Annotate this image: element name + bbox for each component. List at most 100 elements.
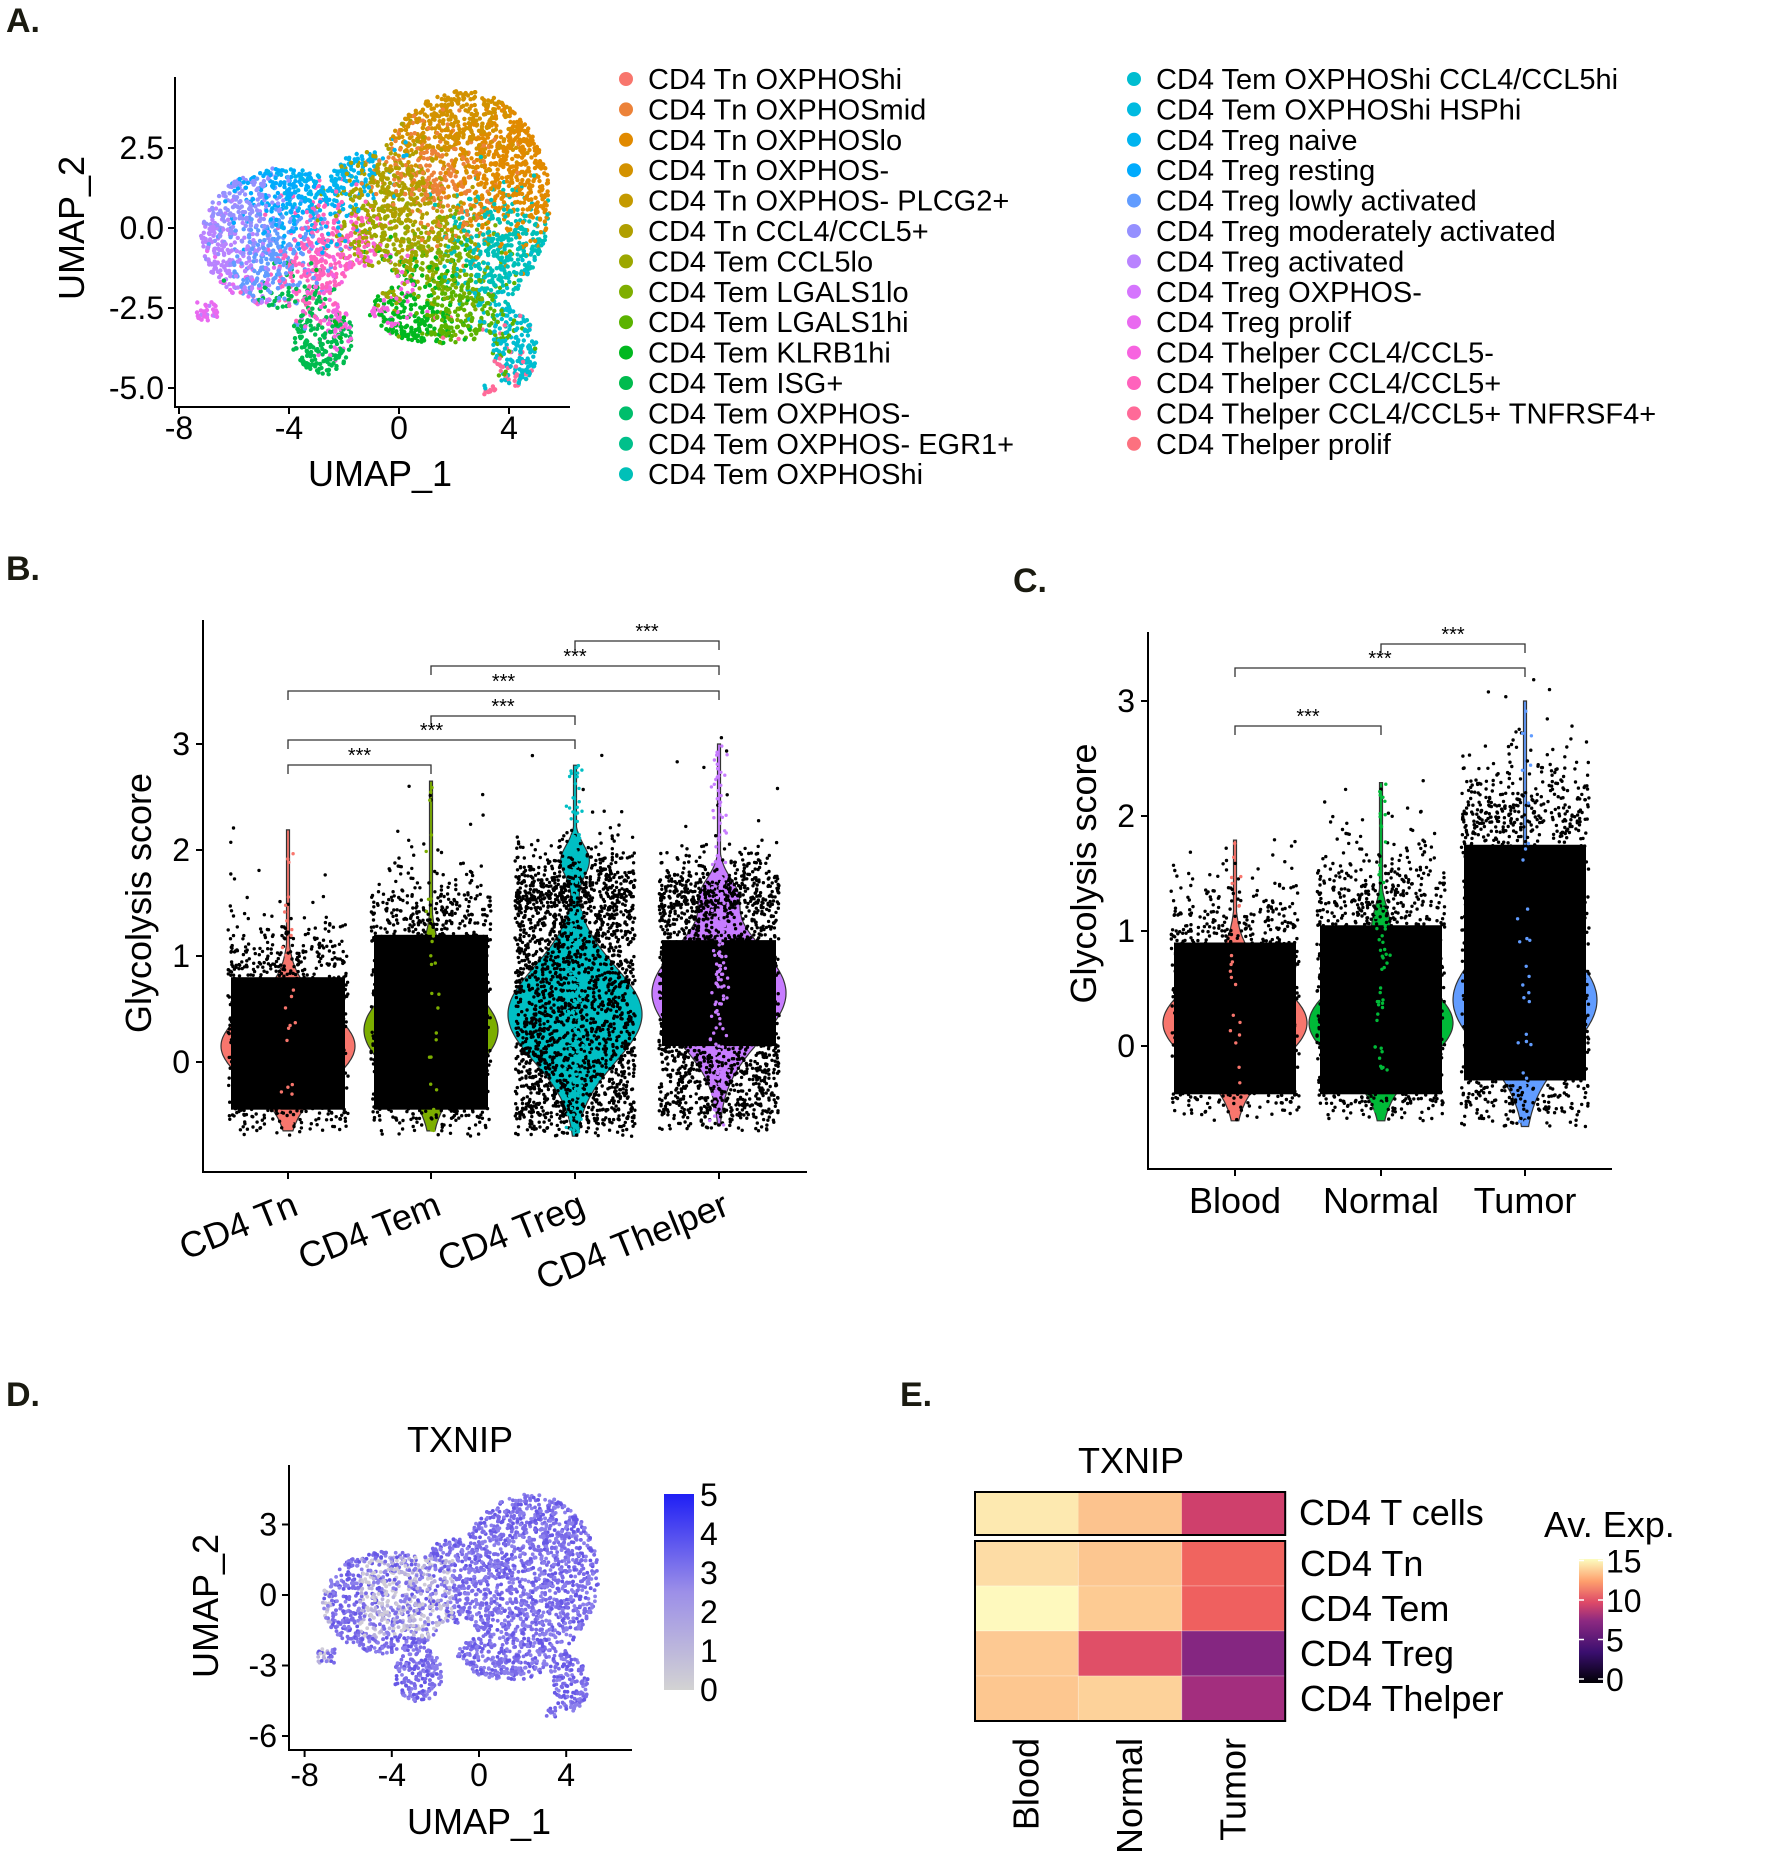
umap-point xyxy=(398,191,404,197)
umap-point xyxy=(280,202,286,208)
umap-point xyxy=(264,256,269,262)
umap-point xyxy=(256,228,261,233)
umap-point xyxy=(272,194,278,199)
umap-point xyxy=(409,337,415,343)
umap-point xyxy=(518,313,523,319)
umap-point xyxy=(531,354,536,359)
umap-point xyxy=(516,122,521,128)
umap-point xyxy=(401,239,406,244)
umap-point xyxy=(297,280,302,285)
y-axis-title: UMAP_2 xyxy=(51,156,92,300)
legend-item: CD4 Tem OXPHOShi xyxy=(619,459,923,491)
umap-point xyxy=(291,282,296,287)
umap-point xyxy=(405,279,410,284)
legend-color-dot xyxy=(619,406,633,421)
umap-point xyxy=(201,219,207,225)
umap-point xyxy=(495,319,500,325)
umap-point xyxy=(299,313,304,319)
umap-point xyxy=(432,279,437,284)
umap-point xyxy=(277,194,282,200)
umap-point xyxy=(413,302,418,307)
umap-point xyxy=(204,307,210,313)
umap-point xyxy=(410,332,416,338)
umap-point xyxy=(488,244,494,249)
umap-point xyxy=(303,324,308,329)
umap-point xyxy=(216,193,222,199)
umap-point xyxy=(252,268,257,274)
umap-point xyxy=(531,178,536,184)
umap-point xyxy=(270,224,275,229)
umap-point xyxy=(406,166,411,171)
umap-point xyxy=(223,194,228,199)
umap-point xyxy=(539,164,544,170)
umap-point xyxy=(442,174,447,179)
umap-point xyxy=(216,201,221,206)
umap-point xyxy=(396,334,401,339)
legend-label: CD4 Thelper CCL4/CCL5+ TNFRSF4+ xyxy=(1156,398,1656,430)
umap-point xyxy=(363,199,368,204)
umap-point xyxy=(333,356,338,362)
umap-point xyxy=(348,336,354,341)
umap-point xyxy=(500,283,506,288)
umap-point xyxy=(345,255,351,261)
umap-point xyxy=(225,217,231,222)
umap-point xyxy=(455,313,460,318)
umap-point xyxy=(321,212,326,217)
umap-point xyxy=(492,329,497,334)
umap-point xyxy=(319,263,325,269)
umap-point xyxy=(493,332,498,338)
umap-point xyxy=(487,131,492,136)
umap-point xyxy=(414,311,419,316)
umap-point xyxy=(242,285,247,290)
umap-point xyxy=(308,366,313,371)
umap-point xyxy=(412,142,417,147)
umap-point xyxy=(351,262,356,267)
umap-point xyxy=(327,329,333,335)
umap-point xyxy=(440,107,446,112)
umap-point xyxy=(262,285,268,290)
umap-point xyxy=(513,313,518,319)
umap-point xyxy=(519,332,524,338)
umap-point xyxy=(243,268,248,273)
umap-point xyxy=(482,303,487,309)
umap-point xyxy=(320,240,325,245)
umap-point xyxy=(435,295,441,300)
umap-point xyxy=(486,279,492,284)
umap-point xyxy=(399,207,404,212)
umap-point xyxy=(212,263,218,268)
umap-point xyxy=(474,111,480,116)
umap-point xyxy=(392,218,397,223)
umap-point xyxy=(510,142,515,147)
umap-point xyxy=(424,211,430,216)
umap-points xyxy=(194,89,552,397)
umap-point xyxy=(361,235,366,241)
umap-point xyxy=(244,276,250,282)
umap-point xyxy=(227,221,232,227)
umap-point xyxy=(445,127,450,132)
umap-point xyxy=(427,283,432,288)
umap-point xyxy=(293,190,298,195)
umap-point xyxy=(331,226,336,231)
umap-point xyxy=(349,211,354,216)
umap-point xyxy=(500,145,506,151)
umap-point xyxy=(510,291,515,297)
umap-point xyxy=(406,332,411,337)
umap-point xyxy=(323,259,328,264)
umap-point xyxy=(333,283,338,288)
umap-point xyxy=(227,184,233,189)
umap-point xyxy=(517,191,522,196)
umap-point xyxy=(464,243,469,248)
umap-point xyxy=(505,149,510,154)
legend-item: CD4 Thelper CCL4/CCL5+ xyxy=(1127,368,1501,400)
umap-point xyxy=(432,202,438,207)
umap-point xyxy=(385,243,390,248)
umap-point xyxy=(499,308,504,313)
umap-point xyxy=(283,271,289,276)
umap-point xyxy=(364,150,370,155)
umap-point xyxy=(337,209,342,214)
umap-point xyxy=(392,225,398,230)
umap-point xyxy=(511,318,517,323)
umap-point xyxy=(318,319,323,324)
umap-point xyxy=(458,191,463,197)
umap-point xyxy=(343,244,348,249)
